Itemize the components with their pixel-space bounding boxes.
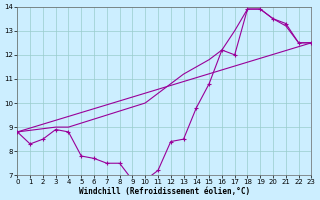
X-axis label: Windchill (Refroidissement éolien,°C): Windchill (Refroidissement éolien,°C) (79, 187, 250, 196)
